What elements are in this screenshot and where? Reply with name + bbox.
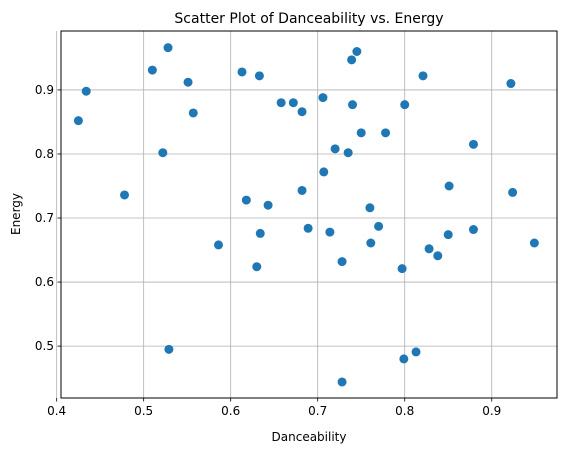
- data-point: [297, 107, 307, 117]
- x-tick-label: 0.6: [221, 404, 240, 418]
- data-point: [214, 240, 224, 250]
- data-point: [254, 71, 264, 81]
- data-point: [330, 144, 340, 154]
- data-point: [529, 238, 539, 248]
- data-point: [400, 100, 410, 110]
- x-tick-label: 0.5: [134, 404, 153, 418]
- data-point: [424, 244, 434, 254]
- y-tick-label: 0.7: [35, 211, 54, 225]
- data-point: [276, 98, 286, 108]
- data-point: [443, 230, 453, 240]
- data-point: [319, 167, 329, 177]
- data-point: [337, 257, 347, 267]
- data-point: [418, 71, 428, 81]
- data-point: [163, 43, 173, 53]
- data-point: [188, 108, 198, 118]
- data-point: [147, 65, 157, 75]
- data-point: [303, 223, 313, 233]
- x-tick-label: 0.7: [308, 404, 327, 418]
- data-point: [397, 264, 407, 274]
- data-point: [263, 200, 273, 210]
- x-tick-label: 0.9: [482, 404, 501, 418]
- x-tick-label: 0.4: [47, 404, 66, 418]
- data-point: [81, 86, 91, 96]
- data-point: [343, 148, 353, 158]
- chart-title: Scatter Plot of Danceability vs. Energy: [174, 11, 443, 27]
- data-point: [352, 46, 362, 56]
- data-point: [508, 187, 518, 197]
- data-point: [325, 227, 335, 237]
- data-point: [183, 77, 193, 87]
- data-point: [120, 190, 130, 200]
- x-tick-label: 0.8: [395, 404, 414, 418]
- data-point: [374, 221, 384, 231]
- data-point: [337, 377, 347, 387]
- data-points: [73, 43, 539, 387]
- y-tick-label: 0.9: [35, 83, 54, 97]
- data-point: [468, 139, 478, 149]
- data-point: [297, 185, 307, 195]
- data-point: [158, 148, 168, 158]
- data-point: [255, 228, 265, 238]
- data-point: [348, 100, 358, 110]
- y-tick-label: 0.6: [35, 275, 54, 289]
- axis-ticks: 0.4 0.5 0.6 0.7 0.8 0.9 0.5 0.6 0.7 0.8 0.9: [35, 83, 501, 418]
- data-point: [318, 93, 328, 103]
- data-point: [365, 203, 375, 213]
- data-point: [347, 55, 357, 65]
- data-point: [252, 262, 262, 272]
- data-point: [356, 128, 366, 138]
- data-point: [444, 181, 454, 191]
- data-point: [433, 251, 443, 261]
- data-point: [366, 238, 376, 248]
- grid: [56, 31, 557, 398]
- data-point: [411, 347, 421, 357]
- data-point: [73, 116, 83, 126]
- x-axis-title: Danceability: [272, 430, 347, 444]
- data-point: [506, 79, 516, 89]
- y-tick-label: 0.8: [35, 147, 54, 161]
- data-point: [164, 344, 174, 354]
- data-point: [468, 225, 478, 235]
- plot-frame: [60, 30, 558, 399]
- y-axis-title: Energy: [9, 193, 23, 235]
- y-tick-label: 0.5: [35, 339, 54, 353]
- data-point: [288, 98, 298, 108]
- data-point: [241, 195, 251, 205]
- data-point: [399, 354, 409, 364]
- data-point: [381, 128, 391, 138]
- data-point: [237, 67, 247, 77]
